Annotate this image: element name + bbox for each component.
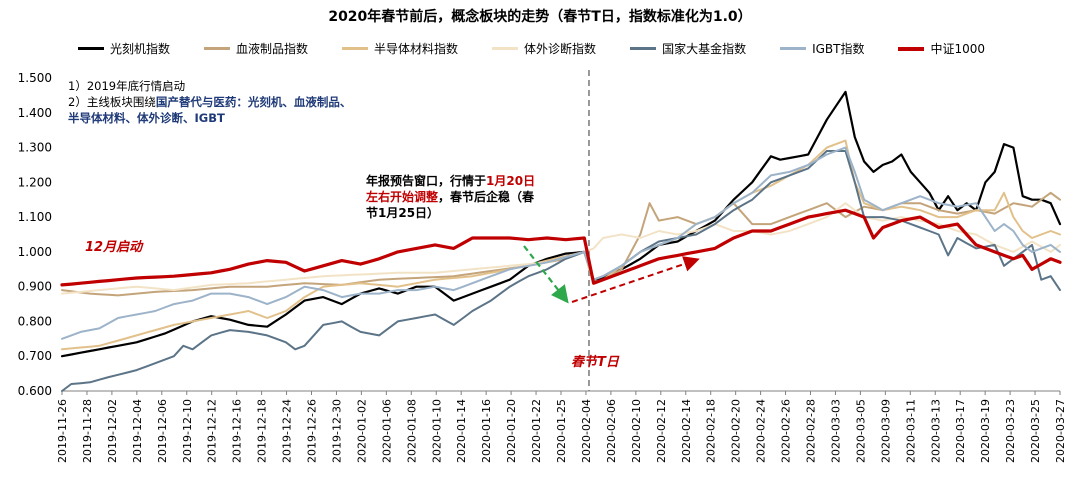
annotation-earnings-highlight: 1月20日左右开始调整 xyxy=(366,174,536,204)
x-tick-label: 2020-03-19 xyxy=(979,399,992,463)
legend-item: 国家大基金指数 xyxy=(630,40,746,57)
legend-label: 国家大基金指数 xyxy=(662,42,747,56)
y-tick-label: 0.700 xyxy=(18,349,52,363)
legend-label: 体外诊断指数 xyxy=(524,42,597,56)
annotation-line-2: 2）主线板块围绕国产替代与医药：光刻机、血液制品、半导体材料、体外诊断、IGBT xyxy=(68,94,358,126)
x-tick-label: 2020-03-13 xyxy=(929,399,942,463)
annotation-line-2-prefix: 2）主线板块围绕 xyxy=(68,95,156,109)
y-tick-label: 0.900 xyxy=(18,280,52,294)
x-tick-label: 2020-01-25 xyxy=(555,399,568,463)
x-tick-label: 2019-12-18 xyxy=(256,399,269,463)
annotation-line-2-highlight: 国产替代与医药：光刻机、血液制品、半导体材料、体外诊断、IGBT xyxy=(68,95,352,125)
annotation-mainline: 1）2019年底行情启动 2）主线板块围绕国产替代与医药：光刻机、血液制品、半导… xyxy=(68,78,358,126)
legend-label: 半导体材料指数 xyxy=(374,42,459,56)
y-tick-label: 1.400 xyxy=(18,106,52,120)
y-tick-label: 1.100 xyxy=(18,210,52,224)
x-tick-label: 2020-01-20 xyxy=(505,399,518,463)
annotation-earnings-a: 年报预告窗口，行情于 xyxy=(366,174,487,188)
arrow-recovery xyxy=(571,256,700,303)
legend-item: 血液制品指数 xyxy=(204,40,308,57)
x-tick-label: 2020-02-04 xyxy=(580,399,593,463)
label-spring-festival-t: 春节T日 xyxy=(571,355,619,370)
series-line-4 xyxy=(61,150,1061,392)
x-tick-label: 2020-03-23 xyxy=(1004,399,1017,463)
y-tick-label: 1.200 xyxy=(18,175,52,189)
legend-label: 光刻机指数 xyxy=(110,42,171,56)
legend-swatch xyxy=(78,47,104,50)
arrow-decline xyxy=(523,245,569,304)
series-line-3 xyxy=(61,202,1061,295)
legend-item: 体外诊断指数 xyxy=(492,40,596,57)
label-december-start: 12月启动 xyxy=(85,240,143,255)
x-tick-label: 2020-02-06 xyxy=(605,399,618,463)
x-tick-label: 2020-03-25 xyxy=(1029,399,1042,463)
chart-title: 2020年春节前后，概念板块的走势（春节T日，指数标准化为1.0） xyxy=(328,9,752,25)
annotation-earnings-c: ，春节后企稳（春节1月25日） xyxy=(366,190,535,220)
x-tick-label: 2020-02-28 xyxy=(805,399,818,463)
x-tick-label: 2020-03-11 xyxy=(904,399,917,463)
annotation-line-1: 1）2019年底行情启动 xyxy=(68,79,186,93)
legend-label: 中证1000 xyxy=(930,42,986,56)
x-tick-label: 2020-01-08 xyxy=(405,399,418,463)
y-tick-label: 1.300 xyxy=(18,141,52,155)
x-tick-label: 2020-02-10 xyxy=(630,399,643,463)
legend-swatch xyxy=(492,47,519,50)
x-tick-label: 2020-01-14 xyxy=(455,399,468,463)
legend-label: IGBT指数 xyxy=(812,42,865,56)
x-tick-label: 2019-12-06 xyxy=(156,399,169,463)
y-tick-label: 0.600 xyxy=(18,384,52,398)
x-tick-label: 2020-02-14 xyxy=(680,399,693,463)
x-tick-label: 2019-12-02 xyxy=(106,399,119,463)
x-tick-label: 2020-02-26 xyxy=(780,399,793,463)
x-tick-label: 2019-12-10 xyxy=(181,399,194,463)
x-tick-label: 2020-03-27 xyxy=(1054,399,1067,463)
series-line-0 xyxy=(60,90,1062,358)
legend-swatch xyxy=(630,47,657,50)
legend-label: 血液制品指数 xyxy=(236,42,309,56)
x-tick-label: 2019-12-12 xyxy=(206,399,219,463)
x-tick-label: 2020-01-16 xyxy=(480,399,493,463)
annotation-earnings-window: 年报预告窗口，行情于1月20日左右开始调整，春节后企稳（春节1月25日） xyxy=(366,173,546,221)
legend-swatch xyxy=(342,47,369,50)
x-tick-label: 2020-03-03 xyxy=(829,399,842,463)
x-tick-label: 2019-11-28 xyxy=(81,399,94,463)
x-tick-label: 2020-03-17 xyxy=(954,399,967,463)
legend-swatch xyxy=(898,46,925,51)
x-tick-label: 2020-01-10 xyxy=(430,399,443,463)
series-line-6 xyxy=(60,208,1062,287)
x-tick-label: 2020-02-20 xyxy=(730,399,743,463)
legend-item: IGBT指数 xyxy=(780,40,864,57)
x-tick-label: 2020-01-06 xyxy=(380,399,393,463)
legend-item: 半导体材料指数 xyxy=(342,40,458,57)
series-line-5 xyxy=(61,146,1061,340)
x-tick-label: 2020-02-24 xyxy=(755,399,768,463)
x-tick-label: 2020-01-22 xyxy=(530,399,543,463)
legend-swatch xyxy=(204,47,231,50)
x-tick-label: 2019-12-24 xyxy=(281,399,294,463)
x-tick-label: 2020-01-02 xyxy=(355,399,368,463)
legend-item: 光刻机指数 xyxy=(78,40,170,57)
x-tick-label: 2020-02-12 xyxy=(655,399,668,463)
x-tick-label: 2020-03-05 xyxy=(854,399,867,463)
x-tick-label: 2019-12-04 xyxy=(131,399,144,463)
x-tick-label: 2019-12-30 xyxy=(330,399,343,463)
x-tick-label: 2020-02-18 xyxy=(705,399,718,463)
x-tick-label: 2020-03-09 xyxy=(879,399,892,463)
y-tick-label: 1.500 xyxy=(18,71,52,85)
y-tick-label: 0.800 xyxy=(18,314,52,328)
x-tick-label: 2019-12-16 xyxy=(231,399,244,463)
x-tick-label: 2019-12-26 xyxy=(306,399,319,463)
legend-item: 中证1000 xyxy=(898,40,985,57)
legend: 光刻机指数 血液制品指数 半导体材料指数 体外诊断指数 国家大基金指数 IGBT指数 中证1… xyxy=(78,40,985,57)
y-tick-label: 1.000 xyxy=(18,245,52,259)
series-line-2 xyxy=(61,139,1061,351)
x-tick-label: 2019-11-26 xyxy=(56,399,69,463)
legend-swatch xyxy=(780,47,807,50)
